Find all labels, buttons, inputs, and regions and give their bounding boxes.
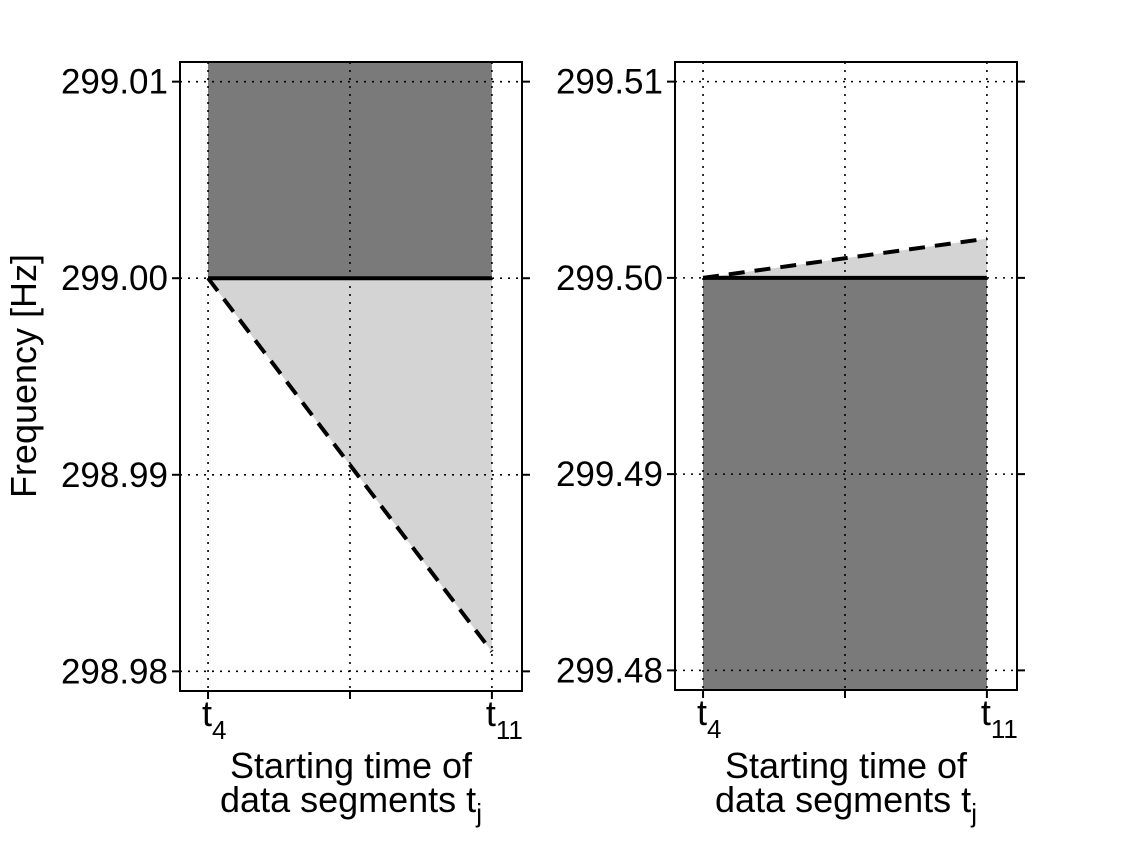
- axes-border: [179, 61, 523, 692]
- subplot-left: 299.01 299.00 298.99 298.98 t4 t11: [61, 61, 530, 745]
- xlabel-line2-text: data segments t: [220, 779, 477, 820]
- y-tick-label: 298.99: [61, 456, 168, 495]
- y-tick-label: 299.48: [556, 651, 663, 690]
- y-tick-label: 299.00: [61, 259, 168, 298]
- drift-boundary-dashed-line: [702, 236, 988, 280]
- y-axis-label: Frequency [Hz]: [3, 253, 44, 499]
- y-tick-label: 299.51: [556, 63, 663, 102]
- xlabel-subscript-j: j: [971, 797, 977, 828]
- xlabel-line2: data segments tj: [676, 782, 1016, 826]
- x-tick-label: t11: [486, 693, 523, 745]
- y-tick-label: 299.01: [61, 63, 168, 102]
- x-axis-label-right: Starting time of data segments tj: [676, 745, 1016, 826]
- xlabel-line2: data segments tj: [181, 782, 521, 826]
- subplot-right: 299.51 299.50 299.49 299.48 t4 t11: [556, 61, 1025, 744]
- axes-border: [674, 61, 1018, 691]
- xlabel-line1: Starting time of: [229, 745, 473, 786]
- y-tick-label: 299.50: [556, 259, 663, 298]
- xlabel-subscript-j: j: [476, 797, 482, 828]
- y-tick-label: 299.49: [556, 455, 663, 494]
- dark-band-above-signal: [208, 62, 492, 279]
- dark-band-below-signal: [703, 277, 987, 690]
- xlabel-line2-text: data segments t: [715, 779, 972, 820]
- x-tick-label: t4: [697, 692, 721, 744]
- x-tick-label: t4: [202, 693, 226, 745]
- x-axis-label-left: Starting time of data segments tj: [181, 745, 521, 826]
- drift-boundary-dashed-line: [206, 277, 494, 653]
- x-tick-label: t11: [981, 692, 1018, 744]
- y-tick-label: 298.98: [61, 652, 168, 691]
- xlabel-line1: Starting time of: [724, 745, 968, 786]
